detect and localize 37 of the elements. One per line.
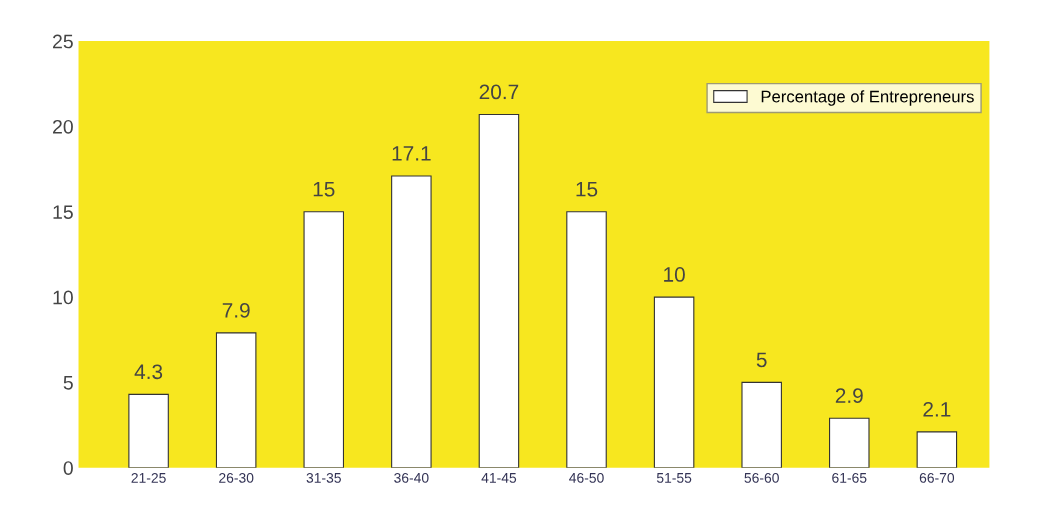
y-tick-label: 5 [63,376,73,390]
x-tick-label: 66-70 [919,472,955,483]
x-tick-label: 61-65 [832,472,867,483]
data-label: 15 [313,182,335,197]
x-tick-label: 46-50 [569,472,604,483]
data-label: 2.9 [835,388,863,404]
x-tick-label: 56-60 [744,472,779,483]
bar [303,211,345,468]
bar [653,296,695,468]
x-tick-label: 51-55 [656,473,692,483]
data-label: 20.7 [479,84,519,100]
y-tick-label: 20 [53,119,73,134]
data-label: 5 [756,352,767,368]
bar [478,113,520,468]
legend-label: Percentage of Entrepreneurs [761,90,974,106]
y-tick-label: 0 [63,461,73,475]
bar [566,211,607,468]
bar [215,332,257,468]
data-label: 7.9 [222,302,250,318]
x-tick-label: 31-35 [306,472,341,483]
bar [741,381,782,468]
bar [391,175,432,468]
y-tick-label: 10 [53,290,73,305]
x-tick-label: 26-30 [219,472,254,483]
data-label: 15 [576,182,598,197]
x-tick-label: 21-25 [131,472,166,483]
data-label: 2.1 [923,401,951,417]
data-label: 17.1 [392,146,431,161]
bar [916,431,958,468]
bar [829,417,870,468]
y-tick-label: 15 [53,205,73,220]
bar [128,393,169,468]
data-label: 4.3 [134,364,163,380]
x-tick-label: 41-45 [481,473,517,483]
y-tick-label: 25 [53,34,73,49]
x-tick-label: 36-40 [394,472,429,483]
data-label: 10 [664,267,685,282]
